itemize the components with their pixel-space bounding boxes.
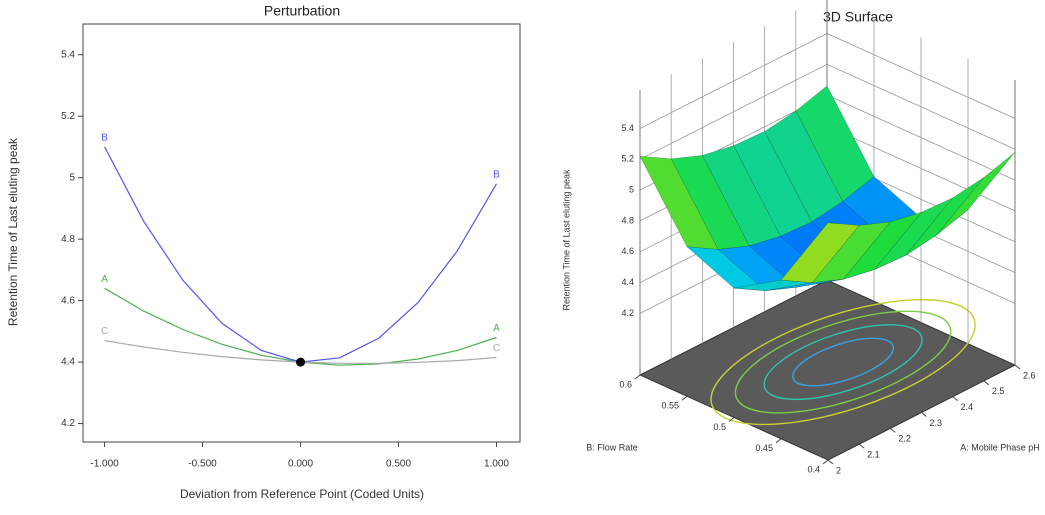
z-axis-title: Retention Time of Last eluting peak <box>561 169 571 311</box>
y-tick <box>728 417 735 422</box>
x-tick-label: -0.500 <box>188 459 217 470</box>
x-tick <box>921 412 927 417</box>
floor-contour <box>710 299 976 426</box>
surface-patch <box>795 85 875 202</box>
x-axis-title: Deviation from Reference Point (Coded Un… <box>180 487 424 501</box>
series-label: C <box>101 326 108 337</box>
x-tick <box>1014 364 1021 370</box>
z-tick-label: 5.4 <box>621 123 634 133</box>
surface-patch <box>733 279 813 291</box>
x-tick <box>952 396 958 402</box>
y-axis-title: Retention Time of Last eluting peak <box>6 137 20 326</box>
x-tick-label: 2.3 <box>930 418 943 428</box>
surface-patch <box>936 152 1016 235</box>
x-tick-label: 2.1 <box>867 450 880 460</box>
y-tick-label: 0.6 <box>619 379 632 389</box>
surface-patch <box>811 221 891 284</box>
x-tick <box>983 380 990 386</box>
x-tick-label: 0.500 <box>386 459 411 470</box>
series-line <box>104 146 498 363</box>
floor <box>638 279 1017 461</box>
y-tick-label: 5.2 <box>61 111 75 122</box>
y-tick <box>634 374 641 380</box>
series-line <box>104 287 497 366</box>
y-tick-label: 5.4 <box>61 49 75 60</box>
series-label: A <box>493 323 500 334</box>
chart-title: Perturbation <box>264 3 340 19</box>
z-tick-label: 5.2 <box>621 154 634 164</box>
x-tick <box>858 443 865 449</box>
y-tick <box>681 395 688 401</box>
plot-frame <box>82 23 521 443</box>
surface-patch <box>905 177 984 256</box>
y-axis-title: B: Flow Rate <box>586 442 638 452</box>
x-tick-label: 2.4 <box>961 402 974 412</box>
x-tick-label: -1.000 <box>90 459 119 470</box>
y-tick-label: 0.5 <box>713 422 726 432</box>
chart-title: 3D Surface <box>823 9 893 25</box>
x-tick-label: 2 <box>836 465 841 475</box>
floor-contour <box>763 324 923 401</box>
x-tick-label: 1.000 <box>484 459 509 470</box>
y-tick-label: 0.55 <box>661 401 679 411</box>
y-tick-label: 0.4 <box>807 464 820 474</box>
y-tick-label: 4.4 <box>61 357 75 368</box>
z-tick-label: 5 <box>629 185 634 195</box>
series-label: B <box>493 169 500 180</box>
y-tick-label: 4.8 <box>61 234 75 245</box>
surface-patch <box>686 246 766 292</box>
reference-point <box>296 357 306 367</box>
series-label: B <box>101 133 108 144</box>
floor-contour <box>734 310 952 414</box>
z-tick-label: 4.8 <box>621 215 634 225</box>
x-tick-label: 2.5 <box>992 386 1005 396</box>
x-tick <box>890 427 896 433</box>
surface-patch <box>701 145 781 247</box>
z-tick-label: 4.2 <box>621 308 634 318</box>
x-axis-title: A: Mobile Phase pH <box>960 442 1040 452</box>
surface-patch <box>733 131 813 237</box>
y-tick <box>775 438 782 444</box>
surface-patch <box>780 222 860 283</box>
series-label: A <box>101 274 108 285</box>
y-tick-label: 5 <box>69 172 75 183</box>
y-tick-label: 4.2 <box>61 418 75 429</box>
series-label: C <box>493 343 500 354</box>
x-tick-label: 2.2 <box>898 434 911 444</box>
x-tick-label: 2.6 <box>1023 370 1036 380</box>
surface-patch <box>842 211 923 280</box>
z-tick-label: 4.4 <box>621 277 634 287</box>
y-tick-label: 0.45 <box>755 443 773 453</box>
floor-contour <box>792 337 895 387</box>
y-tick-label: 4.6 <box>61 295 75 306</box>
x-tick-label: 0.000 <box>288 459 313 470</box>
x-tick <box>827 459 834 465</box>
z-tick-label: 4.6 <box>621 246 634 256</box>
y-tick <box>822 459 829 465</box>
surface-patch <box>874 197 953 270</box>
